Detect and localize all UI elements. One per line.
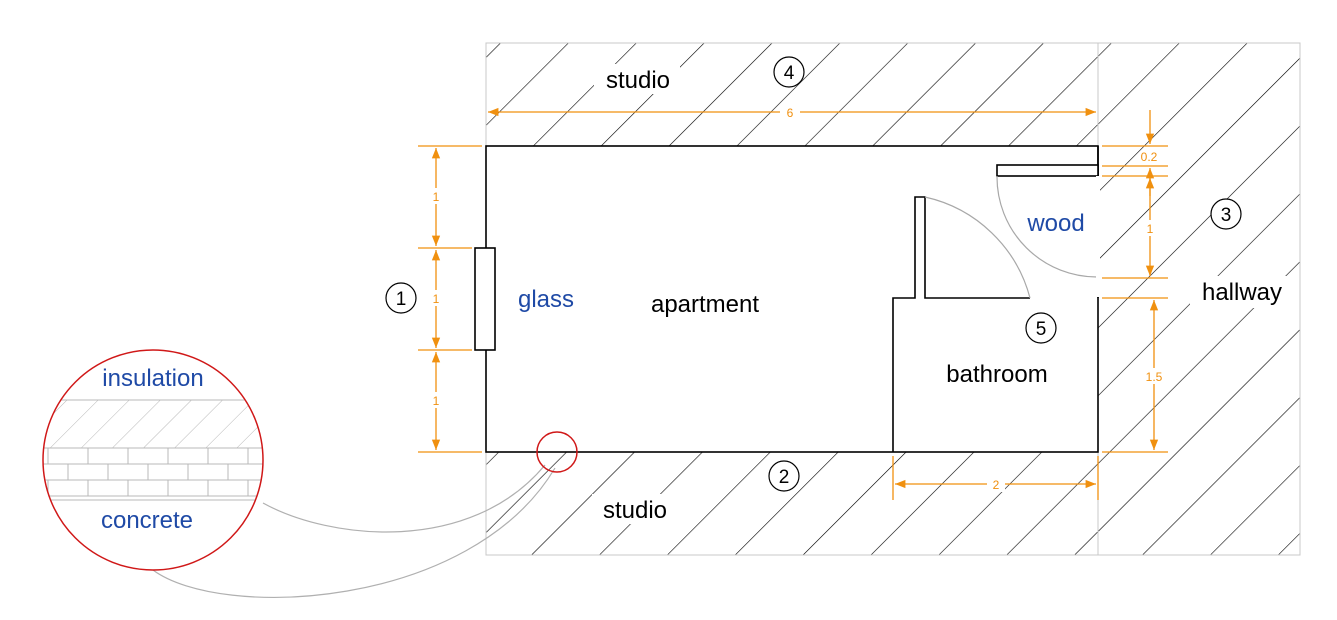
detail-marker-circle xyxy=(536,431,578,473)
detail-callout: insulation concrete xyxy=(42,349,578,598)
apartment-walls xyxy=(474,145,1099,453)
hallway-label: hallway xyxy=(1202,279,1282,306)
detail-leader-upper xyxy=(262,464,546,533)
marker-2-number: 2 xyxy=(779,467,790,488)
dim-bathroom-width: 2 xyxy=(993,478,1000,492)
marker-5: 5 xyxy=(1025,312,1057,344)
apartment-interior xyxy=(485,145,1099,453)
glass-label: glass xyxy=(518,286,574,313)
marker-1: 1 xyxy=(385,282,417,314)
bathroom-label: bathroom xyxy=(946,361,1047,388)
concrete-label: concrete xyxy=(101,507,193,534)
insulation-label: insulation xyxy=(102,365,203,392)
dim-door-to-corner: 1.5 xyxy=(1146,370,1163,384)
hallway-door-gap xyxy=(1096,176,1100,297)
studio-top-label: studio xyxy=(606,67,670,94)
dim-window-below: 1 xyxy=(433,394,440,408)
dim-window-above: 1 xyxy=(433,190,440,204)
room-labels: studio studio apartment bathroom hallway… xyxy=(518,64,1290,524)
dimension-labels: 6 1 1 1 0.2 1 1.5 2 xyxy=(429,104,1168,492)
studio-bottom-label: studio xyxy=(603,497,667,524)
marker-2: 2 xyxy=(768,460,800,492)
door-swing-arc xyxy=(924,196,1031,299)
insulation-layer xyxy=(43,399,263,449)
door-swing-arc-2 xyxy=(996,175,1099,278)
apartment-label: apartment xyxy=(651,291,759,318)
marker-4: 4 xyxy=(773,56,805,88)
bathroom-partition xyxy=(892,196,1030,452)
dim-window-height: 1 xyxy=(433,292,440,306)
door-panel xyxy=(996,164,1099,177)
marker-4-number: 4 xyxy=(784,63,795,84)
marker-1-number: 1 xyxy=(396,289,407,310)
dim-wall-thickness: 0.2 xyxy=(1141,150,1158,164)
wood-label: wood xyxy=(1026,210,1084,237)
dim-door-width: 1 xyxy=(1147,222,1154,236)
marker-3: 3 xyxy=(1210,198,1242,230)
marker-5-number: 5 xyxy=(1036,319,1047,340)
concrete-bricks xyxy=(43,447,263,501)
detail-leader-lower xyxy=(152,467,556,598)
numbered-markers: 1 2 3 4 5 xyxy=(385,56,1242,492)
marker-3-number: 3 xyxy=(1221,205,1232,226)
window-glass xyxy=(474,247,496,351)
detail-circle-border xyxy=(42,349,264,571)
dim-overall-width: 6 xyxy=(787,106,794,120)
